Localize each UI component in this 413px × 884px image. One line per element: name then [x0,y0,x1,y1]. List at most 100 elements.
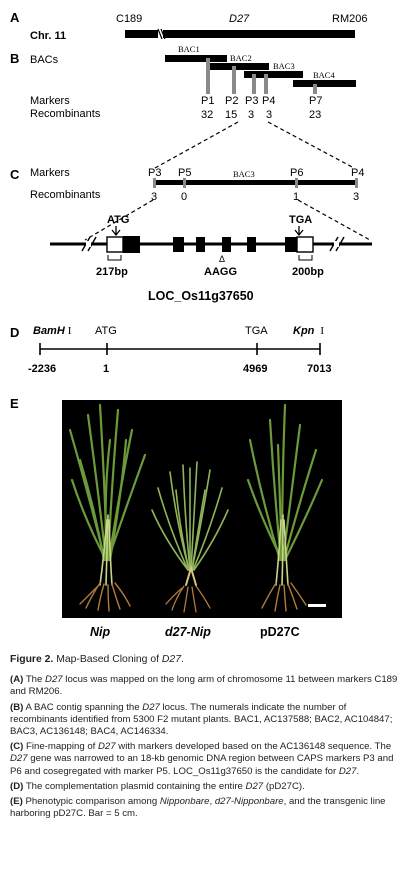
panel-a: A Chr. 11 C189 D27 RM206 [10,10,367,42]
utr5-bracket [107,255,122,261]
d27-base [185,564,197,586]
bac4-label: BAC4 [313,70,335,80]
caption-d: (D) The complementation plasmid containi… [10,781,405,793]
marker-tick-p5 [183,178,186,188]
figure-caption: Figure 2. Map-Based Cloning of D27. (A) … [10,654,405,823]
marker-tick-p6 [295,178,298,188]
bac4-bar [293,80,356,87]
panel-c-letter: C [10,167,20,182]
nip-roots [79,582,131,612]
utr5-box [106,236,124,253]
nip-stems [99,514,113,586]
caption-e-i1: Nipponbare [159,796,210,808]
deletion-sequence: AAGG [204,266,237,278]
caption-a-t2: locus was mapped on the long arm of chro… [10,674,398,698]
exon-1 [123,236,140,253]
marker-c-p6: P6 [290,167,303,179]
marker-p3: P3 [245,95,258,107]
panel-b: B BACs BAC1 BAC2 BAC3 BAC4 Markers Recom… [10,44,356,169]
caption-c-g3: D27 [338,765,357,777]
bamhi-label: BamH I [33,325,72,337]
scale-bar [308,604,326,607]
caption-b-t2: locus. The numerals indicate the number … [10,701,393,738]
panel-e: E [10,396,342,639]
marker-p1: P1 [201,95,214,107]
start-codon: ATG [107,214,129,226]
recombinants-p3: 3 [248,109,254,121]
markers-label: Markers [30,95,70,107]
stop-codon: TGA [289,214,312,226]
bac3-bar [244,71,303,78]
caption-c-t1: Fine-mapping of [23,741,98,753]
pd27c-roots [261,582,307,612]
caption-e-tag: (E) [10,796,23,808]
recombinants-p1: 32 [201,109,213,121]
caption-d-t2: (pD27C). [263,780,305,792]
marker-tick-p4 [355,178,358,188]
bac1-bar [165,55,227,62]
caption-a-g1: D27 [45,674,63,686]
pd27c-stems [275,514,289,586]
caption-e-t2: , [209,796,215,808]
caption-e-t1: Phenotypic comparison among [22,796,160,808]
panel-e-letter: E [10,396,19,411]
caption-c-g1: D27 [97,741,116,753]
recombinants-c-p4: 3 [353,191,359,203]
exon-4 [222,237,231,252]
recombinants-p4: 3 [266,109,272,121]
chromosome-bar-right [163,30,355,38]
markers-label-c: Markers [30,167,70,179]
bac3-fine-bar [153,180,358,185]
bac2-label: BAC2 [230,53,252,63]
pd27c-leaves [246,403,324,562]
kpni-name: Kpn [293,325,315,337]
marker-tick-p3 [153,178,156,188]
marker-d27: D27 [229,13,250,25]
break-gap-left [86,241,91,247]
caption-title-text: Map-Based Cloning of [53,654,162,665]
bac3-label: BAC3 [273,61,295,71]
bac3-fine-label: BAC3 [233,169,255,179]
label-pd27c: pD27C [260,625,300,639]
chromosome-gap [157,28,166,40]
deletion-symbol: Δ [219,254,225,264]
recombinants-c-p6: 1 [293,191,299,203]
position-kpni: 7013 [307,363,331,375]
caption-e: (E) Phenotypic comparison among Nipponba… [10,796,405,820]
marker-c189: C189 [116,13,142,25]
caption-title-end: . [180,654,184,665]
recombinants-p7: 23 [309,109,321,121]
marker-c-p3: P3 [148,167,161,179]
recombinants-c-p5: 0 [181,191,187,203]
utr3-box [296,236,314,253]
caption-b-tag: (B) [10,701,24,713]
caption-c-tag: (C) [10,741,24,753]
marker-bar-p3 [252,74,256,94]
caption-title: Figure 2. Map-Based Cloning of D27. [10,654,405,666]
position-tga: 4969 [243,363,267,375]
marker-bar-p1 [206,58,210,94]
utr3-bracket [298,255,313,261]
caption-c-g2: D27 [10,753,28,765]
marker-c-p4: P4 [351,167,364,179]
panel-a-letter: A [10,10,20,25]
gene-zoom-left [84,199,154,241]
caption-c-t3: gene was narrowed to an 18-kb genomic DN… [10,753,394,777]
caption-e-t3: , and the transgenic line harboring pD27… [10,796,386,820]
caption-a: (A) The D27 locus was mapped on the long… [10,674,405,698]
caption-b: (B) A BAC contig spanning the D27 locus.… [10,702,405,739]
break-gap-right [334,241,339,247]
position-bamhi: -2236 [28,363,56,375]
marker-p4: P4 [262,95,275,107]
panel-b-letter: B [10,51,19,66]
plant-d27-nip [151,461,229,613]
caption-c-t2: with markers developed based on the AC13… [115,741,392,753]
marker-c-p5: P5 [178,167,191,179]
bac2-bar [206,63,269,70]
caption-d-t1: The complementation plasmid containing t… [23,780,246,792]
marker-p2: P2 [225,95,238,107]
caption-b-t1: A BAC contig spanning the [23,701,143,713]
caption-c: (C) Fine-mapping of D27 with markers dev… [10,741,405,778]
bac1-label: BAC1 [178,44,200,54]
